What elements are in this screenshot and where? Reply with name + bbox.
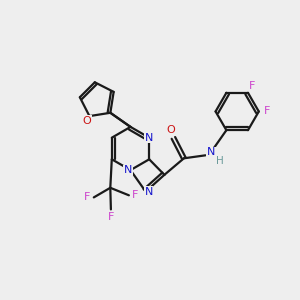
Text: N: N [207, 147, 215, 157]
Text: F: F [264, 106, 270, 116]
Text: F: F [249, 80, 255, 91]
Text: O: O [82, 116, 91, 126]
Text: N: N [145, 133, 153, 143]
Text: F: F [84, 192, 90, 202]
Text: F: F [108, 212, 114, 222]
Text: F: F [132, 190, 139, 200]
Text: O: O [167, 125, 176, 135]
Text: N: N [124, 165, 132, 175]
Text: N: N [145, 187, 153, 196]
Text: H: H [216, 156, 224, 166]
